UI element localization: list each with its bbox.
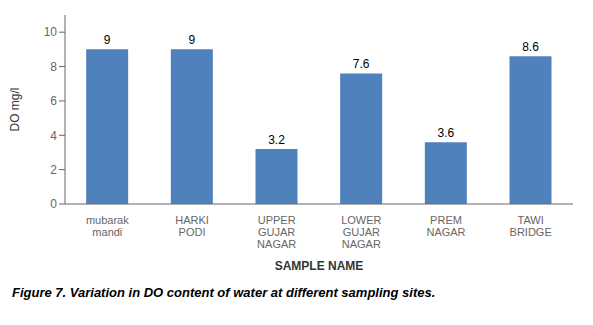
svg-text:TAWIBRIDGE: TAWIBRIDGE: [510, 214, 552, 238]
html-text:Figure 7. Variation in DO cont: Figure 7. Variation in DO content of wat…: [12, 285, 436, 300]
svg-text:3.6: 3.6: [437, 126, 454, 140]
svg-text:LOWERGUJARNAGAR: LOWERGUJARNAGAR: [341, 214, 381, 250]
svg-text:4: 4: [50, 129, 57, 143]
svg-text:6: 6: [50, 94, 57, 108]
svg-text:3.2: 3.2: [268, 133, 285, 147]
svg-text:DO mg/l: DO mg/l: [8, 87, 22, 131]
svg-text:7.6: 7.6: [353, 57, 370, 71]
svg-text:HARKIPODI: HARKIPODI: [175, 214, 209, 238]
svg-text:9: 9: [104, 33, 111, 47]
svg-text:8.6: 8.6: [522, 40, 539, 54]
svg-text:10: 10: [44, 25, 58, 39]
svg-text:0: 0: [50, 197, 57, 211]
svg-text:PREMNAGAR: PREMNAGAR: [426, 214, 465, 238]
svg-text:SAMPLE NAME: SAMPLE NAME: [275, 259, 364, 273]
svg-text:9: 9: [188, 33, 195, 47]
svg-text:UPPERGUJARNAGAR: UPPERGUJARNAGAR: [257, 214, 296, 250]
svg-text:mubarakmandi: mubarakmandi: [86, 214, 129, 238]
svg-text:2: 2: [50, 163, 57, 177]
svg-text:8: 8: [50, 60, 57, 74]
